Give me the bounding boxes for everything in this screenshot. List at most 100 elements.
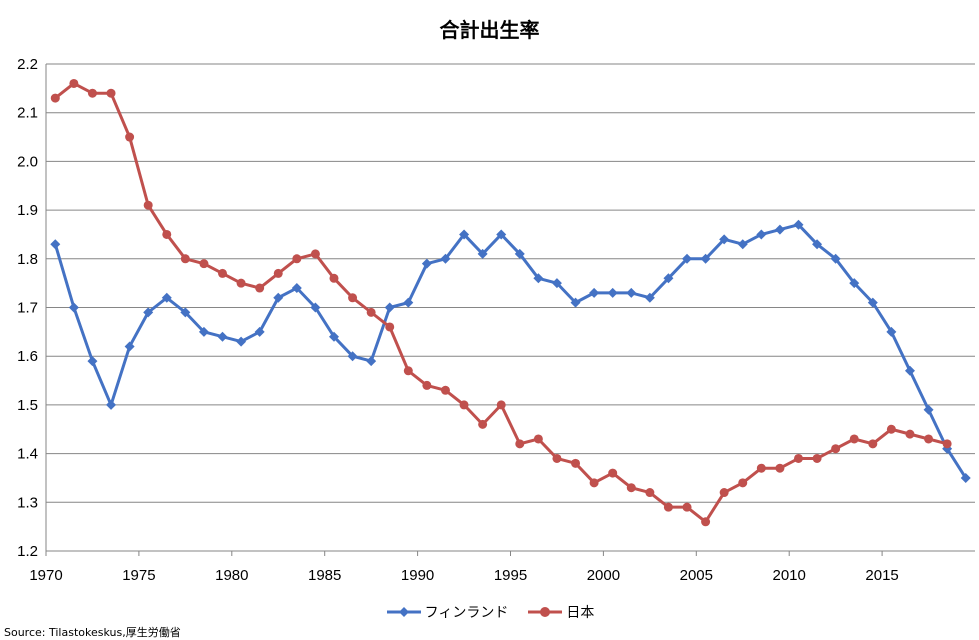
data-point-finland — [440, 253, 451, 264]
data-point-japan — [756, 463, 766, 473]
data-point-japan — [831, 444, 841, 454]
legend-item-finland: フィンランド — [385, 602, 509, 622]
data-point-japan — [459, 400, 469, 410]
data-point-japan — [571, 458, 581, 468]
data-point-finland — [180, 307, 191, 318]
data-point-japan — [106, 88, 116, 98]
data-point-japan — [942, 439, 952, 449]
data-point-finland — [830, 253, 841, 264]
data-point-japan — [180, 254, 190, 264]
data-point-finland — [774, 224, 785, 235]
y-tick-label: 1.6 — [17, 348, 38, 365]
data-point-finland — [551, 278, 562, 289]
data-point-japan — [255, 283, 265, 293]
data-point-finland — [347, 351, 358, 362]
data-point-finland — [254, 326, 265, 337]
x-tick-label: 1980 — [215, 567, 248, 584]
data-point-finland — [812, 239, 823, 250]
data-point-finland — [477, 248, 488, 259]
data-point-japan — [645, 488, 655, 498]
data-point-finland — [106, 399, 117, 410]
data-point-japan — [162, 229, 172, 239]
data-point-finland — [756, 229, 767, 240]
data-point-finland — [793, 219, 804, 230]
x-tick-label: 2010 — [773, 567, 806, 584]
data-point-japan — [143, 200, 153, 210]
data-point-finland — [198, 326, 209, 337]
data-point-japan — [385, 322, 395, 332]
data-point-finland — [960, 472, 971, 483]
data-point-finland — [217, 331, 228, 342]
data-point-finland — [867, 297, 878, 308]
legend-label-finland: フィンランド — [424, 605, 509, 621]
axis-layer: 1.2 1.3 1.4 1.5 1.6 1.7 1.8 1.9 2.0 2.1 2.2 1970 197… — [17, 56, 975, 584]
data-point-japan — [682, 502, 692, 512]
y-tick-label: 1.7 — [17, 300, 38, 317]
y-tick-label: 2.0 — [17, 153, 38, 170]
data-point-japan — [886, 424, 896, 434]
data-point-japan — [626, 483, 636, 493]
legend-label-japan: 日本 — [566, 605, 595, 621]
y-tick-label: 1.4 — [17, 446, 38, 463]
data-point-finland — [886, 326, 897, 337]
chart-title: 合計出生率 — [439, 18, 540, 42]
data-point-japan — [533, 434, 543, 444]
x-tick-label: 1975 — [122, 567, 155, 584]
data-point-finland — [124, 341, 135, 352]
y-tick-label: 1.2 — [17, 543, 38, 560]
y-tick-label: 1.9 — [17, 202, 38, 219]
legend-japan-marker-icon — [528, 607, 563, 617]
data-point-japan — [868, 439, 878, 449]
x-tick-label: 1990 — [401, 567, 434, 584]
data-point-finland — [663, 273, 674, 284]
data-point-finland — [607, 287, 618, 298]
data-point-finland — [570, 297, 581, 308]
y-tick-label: 2.2 — [17, 56, 38, 73]
data-point-finland — [904, 365, 915, 376]
x-tick-label: 1995 — [494, 567, 527, 584]
x-tick-label: 2005 — [680, 567, 713, 584]
data-point-japan — [199, 259, 209, 269]
data-point-japan — [701, 517, 711, 527]
data-point-finland — [384, 302, 395, 313]
data-point-japan — [273, 268, 283, 278]
data-point-finland — [328, 331, 339, 342]
legend: フィンランド 日本 — [0, 602, 979, 622]
data-point-japan — [849, 434, 859, 444]
data-point-japan — [366, 307, 376, 317]
data-point-japan — [608, 468, 618, 478]
data-point-finland — [626, 287, 637, 298]
data-point-finland — [161, 292, 172, 303]
data-point-japan — [50, 93, 60, 103]
data-point-finland — [849, 278, 860, 289]
series-layer — [50, 78, 971, 527]
data-point-finland — [421, 258, 432, 269]
data-point-japan — [793, 453, 803, 463]
data-point-japan — [719, 488, 729, 498]
data-point-japan — [589, 478, 599, 488]
data-point-finland — [459, 229, 470, 240]
x-tick-label: 2000 — [587, 567, 620, 584]
legend-finland-marker-icon — [386, 607, 421, 617]
data-point-finland — [366, 356, 377, 367]
data-point-finland — [68, 302, 79, 313]
data-point-finland — [403, 297, 414, 308]
grid-layer — [46, 63, 975, 552]
series-line-0 — [53, 223, 967, 479]
x-tick-label: 1985 — [308, 567, 341, 584]
data-point-japan — [403, 366, 413, 376]
data-point-finland — [644, 292, 655, 303]
data-point-finland — [273, 292, 284, 303]
x-tick-label: 1970 — [29, 567, 62, 584]
data-point-japan — [310, 249, 320, 259]
data-point-finland — [143, 307, 154, 318]
data-point-finland — [291, 283, 302, 294]
data-point-japan — [236, 278, 246, 288]
data-point-japan — [125, 132, 135, 142]
data-point-japan — [218, 268, 228, 278]
data-point-japan — [812, 453, 822, 463]
source-note: Source: Tilastokeskus,厚生労働省 — [4, 626, 181, 639]
data-point-japan — [663, 502, 673, 512]
y-tick-label: 1.8 — [17, 251, 38, 268]
